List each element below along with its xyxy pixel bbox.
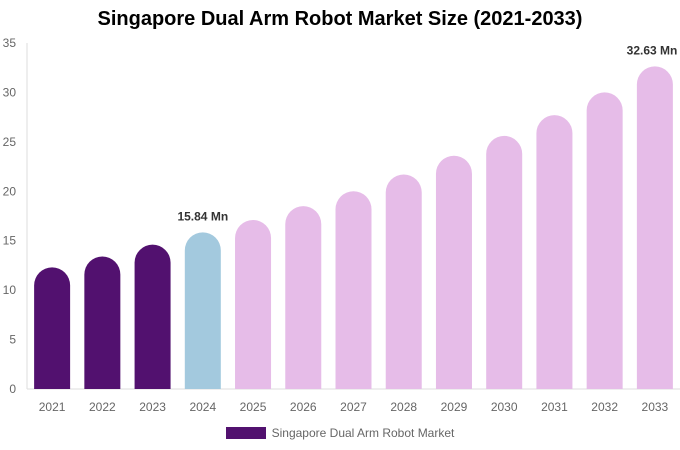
bar-2024[interactable] xyxy=(184,232,221,389)
x-tick-label: 2022 xyxy=(89,400,116,414)
x-tick-label: 2025 xyxy=(240,400,267,414)
bar-2022[interactable] xyxy=(84,256,121,389)
x-tick-label: 2027 xyxy=(340,400,367,414)
y-tick-label: 15 xyxy=(3,234,17,248)
y-tick-label: 0 xyxy=(9,382,16,396)
x-tick-label: 2024 xyxy=(189,400,216,414)
bar-2032[interactable] xyxy=(586,92,623,389)
data-label: 15.84 Mn xyxy=(177,209,228,223)
bar-2031[interactable] xyxy=(536,115,573,389)
x-tick-label: 2026 xyxy=(290,400,317,414)
y-tick-label: 10 xyxy=(3,283,17,297)
bar-2021[interactable] xyxy=(34,267,71,389)
x-tick-label: 2028 xyxy=(390,400,417,414)
x-tick-label: 2029 xyxy=(441,400,468,414)
bar-2027[interactable] xyxy=(335,191,372,389)
legend-label: Singapore Dual Arm Robot Market xyxy=(271,426,455,440)
x-tick-label: 2031 xyxy=(541,400,568,414)
bar-2033[interactable] xyxy=(636,66,673,390)
y-tick-label: 25 xyxy=(3,135,17,149)
y-tick-label: 5 xyxy=(9,333,16,347)
x-tick-label: 2033 xyxy=(642,400,669,414)
data-label: 32.63 Mn xyxy=(627,43,678,57)
bar-2026[interactable] xyxy=(285,206,322,389)
bar-2030[interactable] xyxy=(486,135,523,389)
y-tick-label: 30 xyxy=(3,85,17,99)
bar-2023[interactable] xyxy=(134,244,171,389)
legend-swatch xyxy=(225,427,266,439)
x-tick-label: 2021 xyxy=(39,400,66,414)
x-tick-label: 2032 xyxy=(591,400,618,414)
bar-2028[interactable] xyxy=(385,174,422,389)
y-tick-label: 35 xyxy=(3,36,17,50)
bar-2025[interactable] xyxy=(235,219,272,389)
x-tick-label: 2030 xyxy=(491,400,518,414)
legend[interactable]: Singapore Dual Arm Robot Market xyxy=(0,426,680,440)
bar-2029[interactable] xyxy=(435,155,472,389)
y-tick-label: 20 xyxy=(3,184,17,198)
chart-title: Singapore Dual Arm Robot Market Size (20… xyxy=(97,8,583,30)
x-tick-label: 2023 xyxy=(139,400,166,414)
